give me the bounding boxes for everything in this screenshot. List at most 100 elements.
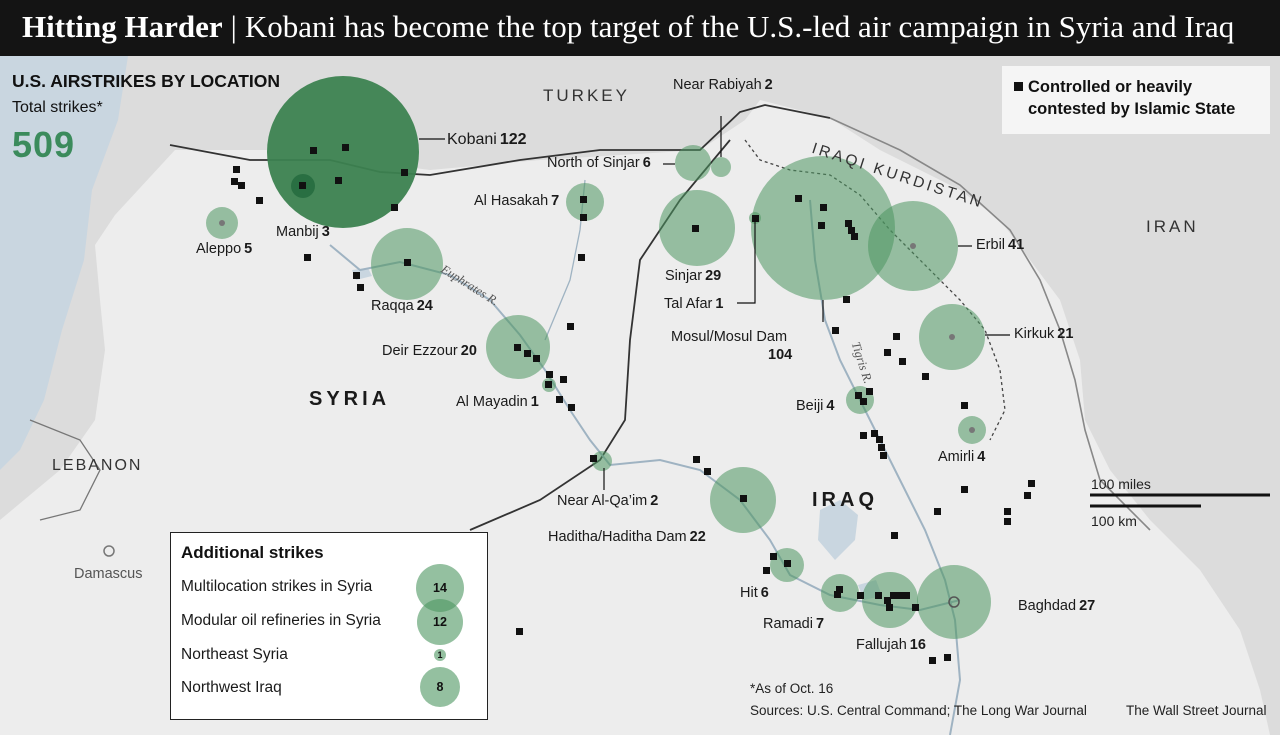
label-kobani: Kobani 122 [447,131,527,149]
label-manbij: Manbij 3 [276,224,330,240]
label-count: 7 [551,193,560,209]
square-marker-icon [1014,82,1023,91]
scale-bar [1090,493,1270,508]
label-name: Fallujah [856,637,907,653]
leader-lines [419,116,1010,490]
label-north-of-sinjar: North of Sinjar 6 [547,155,651,171]
label-name: Manbij [276,224,319,240]
label-name: Ramadi [763,616,813,632]
label-sinjar: Sinjar 29 [665,268,721,284]
dot-amirli [969,427,975,433]
sources: Sources: U.S. Central Command; The Long … [750,703,1087,718]
label-count: 16 [909,637,926,653]
label-al-hasakah: Al Hasakah 7 [474,193,559,209]
stats-subtitle: Total strikes* [12,99,103,116]
country-lebanon: LEBANON [52,457,143,474]
label-fallujah: Fallujah 16 [856,637,926,653]
bubble-baghdad [917,565,991,639]
stats-title: U.S. AIRSTRIKES BY LOCATION [12,71,281,91]
label-tal-afar: Tal Afar 1 [664,296,723,312]
country-turkey: TURKEY [543,86,630,105]
label-name: Amirli [938,449,975,465]
label-name: Haditha/Haditha Dam [548,529,687,545]
additional-row-label: Northwest Iraq [181,679,282,696]
bubble-near-rabiyah [711,157,731,177]
city-dots [103,220,975,608]
label-count: 122 [499,131,527,148]
label-count: 104 [768,347,793,363]
kurdistan-border [744,139,1006,441]
label-name: Kobani [447,131,497,148]
label-count: 20 [460,343,477,359]
label-deir-ezzour: Deir Ezzour 20 [382,343,477,359]
label-count: 41 [1008,237,1025,253]
label-count: 27 [1079,598,1096,614]
label-count: 4 [977,449,986,465]
legend-label: Controlled or heavily contested by Islam… [1028,78,1236,118]
lebanon-border [29,419,101,521]
label-count: 29 [705,268,722,284]
label-count: 2 [650,493,659,509]
label-baghdad: Baghdad 27 [1018,598,1095,614]
label-near-al-qaim: Near Al-Qa’im 2 [557,493,658,509]
label-name: Aleppo [196,241,242,257]
label-name: Sinjar [665,268,703,284]
label-name: Beiji [796,398,824,414]
label-count: 4 [826,398,835,414]
label-name: Hit [740,585,758,601]
label-count: 6 [642,155,651,171]
label-name: Al Mayadin [456,394,528,410]
label-count: 21 [1057,326,1074,342]
label-kirkuk: Kirkuk 21 [1014,326,1073,342]
country-syria: SYRIA [309,388,391,410]
label-name: Deir Ezzour [382,343,458,359]
label-count: 24 [416,298,433,314]
city-damascus: Damascus [74,566,143,582]
label-name: Tal Afar [664,296,713,312]
total-strikes: 509 [12,124,76,165]
additional-row-label: Northeast Syria [181,646,288,663]
label-name: Near Rabiyah [673,77,762,93]
dot-erbil [910,243,916,249]
additional-title: Additional strikes [181,543,324,562]
label-aleppo: Aleppo 5 [196,241,252,257]
label-count: 1 [715,296,724,312]
title-bold: Hitting Harder [22,9,223,44]
label-count: 1 [530,394,539,410]
credit: The Wall Street Journal [1126,703,1267,718]
label-haditha: Haditha/Haditha Dam 22 [548,529,706,545]
title-bar: Hitting Harder | Kobani has become the top… [0,0,1280,56]
dot-kirkuk [949,334,955,340]
label-name: Mosul/Mosul Dam [671,329,788,345]
legend: Controlled or heavily contested by Islam… [1002,66,1270,134]
label-near-rabiyah: Near Rabiyah 2 [673,77,773,93]
footnote: *As of Oct. 16 [750,681,834,696]
additional-row-label: Modular oil refineries in Syria [181,612,381,629]
label-erbil: Erbil 41 [976,237,1024,253]
label-al-mayadin: Al Mayadin 1 [456,394,539,410]
page-title: Hitting Harder | Kobani has become the top… [22,9,1234,45]
title-separator: | [230,9,237,44]
title-rest: Kobani has become the top target of the … [244,9,1235,44]
label-name: Near Al-Qa’im [557,493,648,509]
scale-miles: 100 miles [1091,476,1151,492]
iraq-iran-border [829,117,1151,531]
lake-tharthar [818,500,858,560]
label-beiji: Beiji 4 [796,398,834,414]
label-name: North of Sinjar [547,155,640,171]
label-ramadi: Ramadi 7 [763,616,824,632]
additional-bubble: 8 [420,667,460,707]
country-iraq: IRAQ [812,489,878,511]
additional-strikes-box: Additional strikes Multilocation strikes… [170,532,488,720]
label-amirli: Amirli 4 [938,449,985,465]
label-count: 2 [764,77,773,93]
label-name: Raqqa [371,298,414,314]
dot-aleppo [219,220,225,226]
bubble-north-of-sinjar [675,145,711,181]
additional-row-label: Multilocation strikes in Syria [181,578,373,595]
label-count: 3 [321,224,330,240]
additional-bubble: 1 [434,649,446,661]
label-name: Erbil [976,237,1006,253]
country-iran: IRAN [1146,217,1199,236]
